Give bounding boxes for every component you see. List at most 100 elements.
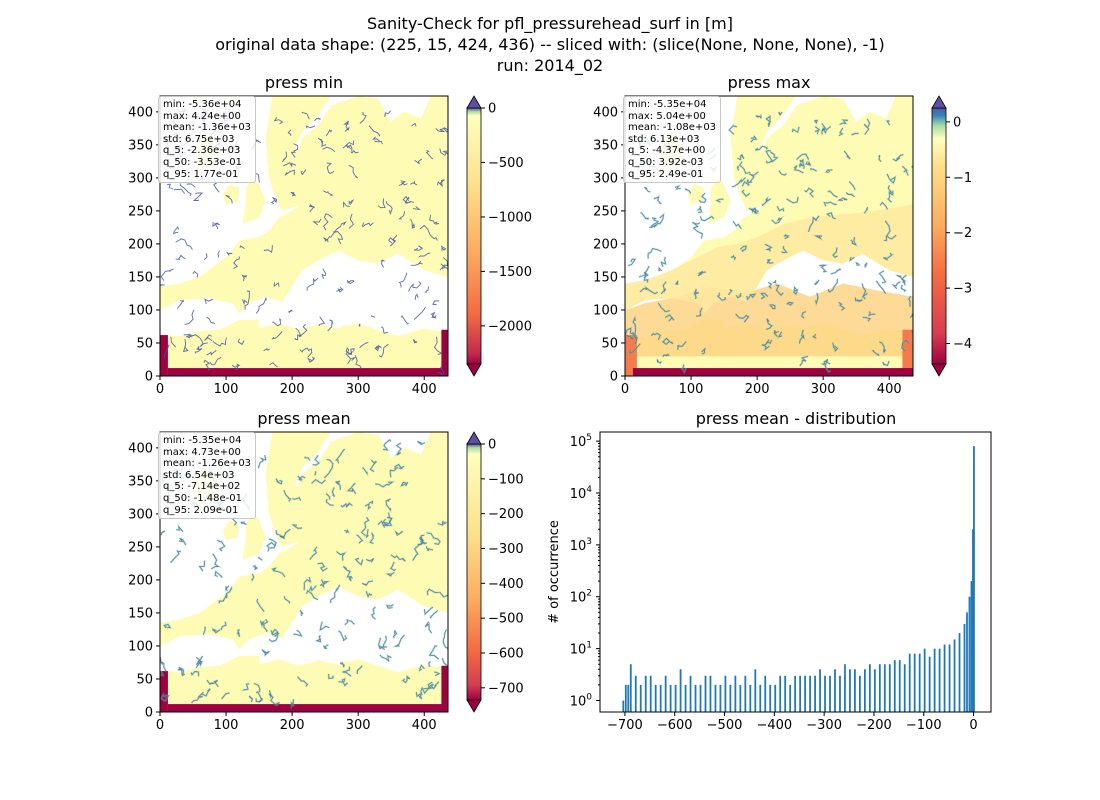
river-line [304, 456, 311, 461]
river-line [735, 313, 750, 323]
river-line [384, 110, 392, 117]
river-line [328, 673, 334, 680]
river-line [178, 537, 187, 546]
river-halo [368, 531, 375, 545]
y-tick-label: 150 [128, 270, 153, 285]
river-line [838, 127, 844, 137]
river-halo [878, 340, 887, 355]
river-halo [825, 211, 837, 220]
y-tick-label: 0 [610, 370, 618, 385]
river-line [343, 120, 350, 132]
river-line [369, 532, 375, 544]
river-halo [197, 560, 206, 572]
river-halo [660, 280, 668, 295]
river-line [887, 185, 893, 194]
river-line [368, 500, 374, 505]
river-line [160, 530, 166, 536]
axes-frame [599, 431, 992, 713]
x-tick-label: 100 [214, 382, 239, 397]
river-halo [639, 284, 659, 295]
histogram-bar [970, 581, 973, 712]
river-line [418, 252, 431, 258]
y-tick-label: 50 [136, 336, 153, 351]
river-line [402, 675, 411, 684]
river-halo [308, 546, 318, 561]
river-line [883, 235, 888, 241]
river-line [801, 311, 807, 319]
river-line [825, 169, 833, 173]
y-tick-label: 103 [570, 537, 592, 554]
land-area [242, 513, 266, 561]
river-halo [259, 619, 266, 629]
y-tick-label: 100 [128, 639, 153, 654]
river-line [257, 556, 263, 561]
river-line [324, 459, 334, 479]
river-line [766, 318, 773, 330]
river-line [412, 339, 418, 344]
river-halo [785, 196, 800, 205]
river-line [297, 676, 309, 687]
river-line [317, 137, 327, 147]
river-halo [423, 681, 435, 691]
river-halo [811, 234, 824, 242]
river-halo [376, 645, 388, 651]
river-line [182, 339, 189, 353]
river-line [347, 348, 355, 355]
river-halo [431, 680, 440, 691]
river-line [347, 356, 357, 365]
river-halo [885, 190, 894, 204]
histogram-bar [794, 675, 797, 712]
river-halo [698, 192, 707, 204]
histogram-bar [933, 648, 936, 712]
river-line [886, 120, 890, 126]
river-line [773, 330, 779, 337]
river-halo [400, 674, 411, 685]
river-halo [650, 222, 659, 229]
river-halo [293, 629, 304, 638]
histogram-bar [659, 684, 662, 712]
river-line [804, 187, 814, 198]
river-line [435, 127, 445, 133]
colorbar-tick-label: 0 [488, 438, 496, 453]
colorbar-extend-top [931, 95, 947, 109]
river-line [318, 316, 326, 327]
x-tick-label: 0 [156, 718, 164, 733]
river-halo [749, 134, 759, 143]
river-halo [365, 590, 373, 600]
river-line [398, 211, 406, 220]
colorbar-tick-label: 0 [488, 102, 496, 117]
river-line [384, 512, 393, 525]
river-line [681, 364, 687, 373]
river-halo [261, 648, 271, 658]
river-line [378, 637, 382, 649]
river-halo [730, 253, 737, 263]
river-line [764, 243, 773, 252]
river-line [179, 668, 186, 676]
river-line [886, 173, 896, 184]
river-line [272, 318, 282, 327]
river-line [211, 679, 219, 687]
river-line [335, 480, 341, 490]
river-halo [642, 271, 650, 283]
river-line [632, 316, 636, 336]
y-tick-label: 100 [593, 303, 618, 318]
river-line [814, 126, 821, 135]
x-tick-label: −600 [657, 718, 693, 733]
histogram-bar [863, 669, 866, 712]
river-line [160, 284, 165, 287]
river-halo [377, 637, 383, 650]
y-tick-label: 0 [145, 706, 153, 721]
press-max-title: press max [727, 73, 811, 92]
river-halo [391, 634, 406, 648]
land-area [265, 432, 331, 547]
river-halo [394, 441, 403, 457]
colorbar [466, 443, 482, 701]
river-line [283, 596, 291, 604]
river-line [791, 126, 800, 133]
river-halo [727, 124, 738, 136]
river-line [218, 593, 228, 604]
river-halo [653, 194, 662, 205]
press-mean-southern-band [167, 704, 448, 712]
river-line [423, 681, 434, 690]
histogram-bar [943, 644, 946, 712]
